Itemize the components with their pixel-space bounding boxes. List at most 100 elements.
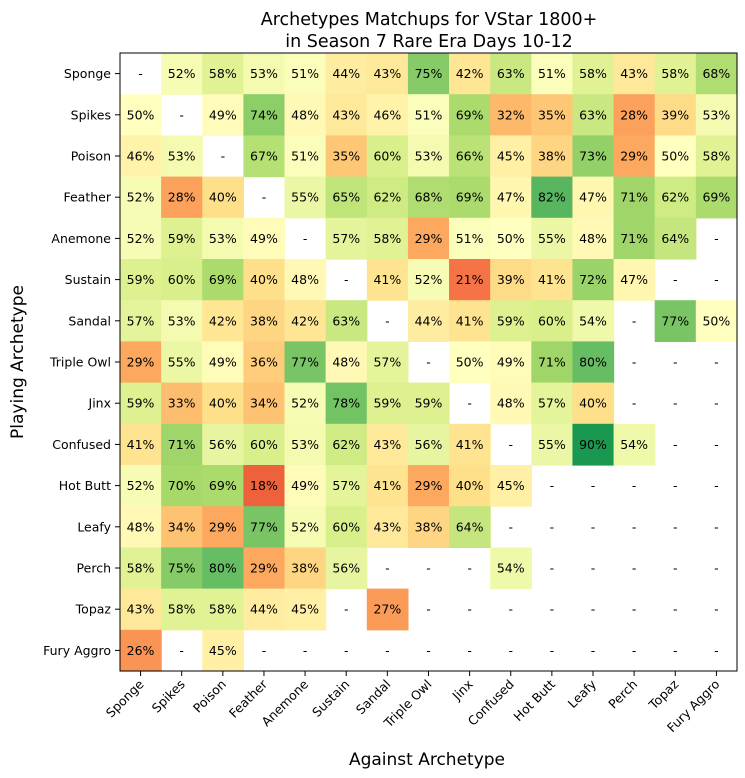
cell-value-label: 69% xyxy=(456,107,484,122)
cell-empty-label: - xyxy=(714,478,719,493)
heatmap-cell xyxy=(120,629,162,672)
heatmap-cell xyxy=(161,506,203,548)
cell-value-label: 49% xyxy=(209,355,237,370)
cell-value-label: 51% xyxy=(291,149,319,164)
cell-empty-label: - xyxy=(262,190,267,205)
cell-value-label: 51% xyxy=(291,66,319,81)
cell-value-label: 66% xyxy=(456,149,484,164)
heatmap-cell xyxy=(407,465,450,507)
cell-value-label: 21% xyxy=(456,272,484,287)
heatmap-cell xyxy=(325,341,368,384)
cell-empty-label: - xyxy=(673,643,678,658)
cell-empty-label: - xyxy=(426,561,431,576)
heatmap-cell xyxy=(490,94,532,136)
heatmap-cell xyxy=(161,176,203,219)
cell-value-label: 45% xyxy=(291,602,319,617)
cell-empty-label: - xyxy=(508,437,513,452)
cell-value-label: 56% xyxy=(332,561,360,576)
heatmap-cell xyxy=(449,217,491,260)
chart-title-line-1: Archetypes Matchups for VStar 1800+ xyxy=(261,10,598,30)
heatmap-cell xyxy=(490,465,532,507)
cell-value-label: 52% xyxy=(127,478,155,493)
cell-value-label: 41% xyxy=(127,437,155,452)
cell-value-label: 29% xyxy=(415,231,443,246)
cell-value-label: 29% xyxy=(620,149,648,164)
cell-value-label: 32% xyxy=(497,107,525,122)
cell-empty-label: - xyxy=(673,396,678,411)
cell-value-label: 51% xyxy=(456,231,484,246)
heatmap-cell xyxy=(202,217,244,260)
cell-value-label: 43% xyxy=(332,107,360,122)
heatmap-cell xyxy=(120,382,162,425)
heatmap-cell xyxy=(490,176,532,219)
cell-value-label: 82% xyxy=(538,190,566,205)
cell-value-label: 43% xyxy=(373,437,401,452)
heatmap-cell xyxy=(243,423,286,466)
cell-value-label: 40% xyxy=(250,272,278,287)
heatmap-cell xyxy=(407,135,450,178)
cell-empty-label: - xyxy=(714,231,719,246)
x-tick-label: Sponge xyxy=(103,676,147,720)
heatmap-cell xyxy=(120,465,162,507)
cell-empty-label: - xyxy=(138,66,143,81)
heatmap-cell xyxy=(490,53,532,95)
heatmap-cell xyxy=(449,176,491,219)
cell-value-label: 50% xyxy=(661,149,689,164)
y-tick-label: Sustain xyxy=(65,272,111,287)
cell-value-label: 44% xyxy=(332,66,360,81)
heatmap-cell xyxy=(161,53,203,95)
cell-value-label: 57% xyxy=(332,231,360,246)
y-tick-label: Anemone xyxy=(51,231,111,246)
heatmap-cell xyxy=(695,94,738,136)
cell-value-label: 55% xyxy=(291,190,319,205)
cell-value-label: 57% xyxy=(538,396,566,411)
heatmap-cell xyxy=(120,588,162,631)
cell-value-label: 80% xyxy=(579,355,607,370)
y-tick-label: Leafy xyxy=(77,519,111,534)
cell-value-label: 62% xyxy=(332,437,360,452)
cell-empty-label: - xyxy=(591,478,596,493)
heatmap-cell xyxy=(243,506,286,548)
heatmap-cell xyxy=(284,176,327,219)
heatmap-cell xyxy=(490,135,532,178)
heatmap-cell xyxy=(572,382,615,425)
cell-value-label: 60% xyxy=(168,272,196,287)
heatmap-cell xyxy=(695,53,738,95)
cell-value-label: 53% xyxy=(209,231,237,246)
heatmap-cell xyxy=(161,465,203,507)
cell-value-label: 43% xyxy=(373,66,401,81)
cell-value-label: 70% xyxy=(168,478,196,493)
cell-value-label: 59% xyxy=(127,396,155,411)
y-tick-label: Sandal xyxy=(68,313,111,328)
heatmap-cell xyxy=(449,135,491,178)
cell-value-label: 39% xyxy=(497,272,525,287)
cell-value-label: 60% xyxy=(332,519,360,534)
cell-empty-label: - xyxy=(632,396,637,411)
heatmap-cell xyxy=(243,382,286,425)
cell-value-label: 47% xyxy=(620,272,648,287)
heatmap-cell xyxy=(284,588,327,631)
heatmap-cell xyxy=(325,53,368,95)
cell-value-label: 47% xyxy=(579,190,607,205)
cell-empty-label: - xyxy=(262,643,267,658)
heatmap-cell xyxy=(120,423,162,466)
cell-value-label: 59% xyxy=(497,313,525,328)
heatmap-cell xyxy=(449,465,491,507)
heatmap-cell xyxy=(202,547,244,590)
cell-empty-label: - xyxy=(632,643,637,658)
cell-value-label: 58% xyxy=(579,66,607,81)
heatmap-cell xyxy=(613,135,656,178)
cell-value-label: 73% xyxy=(579,149,607,164)
heatmap-cell xyxy=(572,300,615,342)
cell-value-label: 38% xyxy=(538,149,566,164)
heatmap-cell xyxy=(284,382,327,425)
cell-value-label: 71% xyxy=(168,437,196,452)
cell-empty-label: - xyxy=(632,519,637,534)
cell-value-label: 44% xyxy=(250,602,278,617)
cell-empty-label: - xyxy=(673,272,678,287)
cell-value-label: 41% xyxy=(373,272,401,287)
cell-value-label: 48% xyxy=(291,107,319,122)
cell-empty-label: - xyxy=(467,561,472,576)
cell-value-label: 51% xyxy=(538,66,566,81)
